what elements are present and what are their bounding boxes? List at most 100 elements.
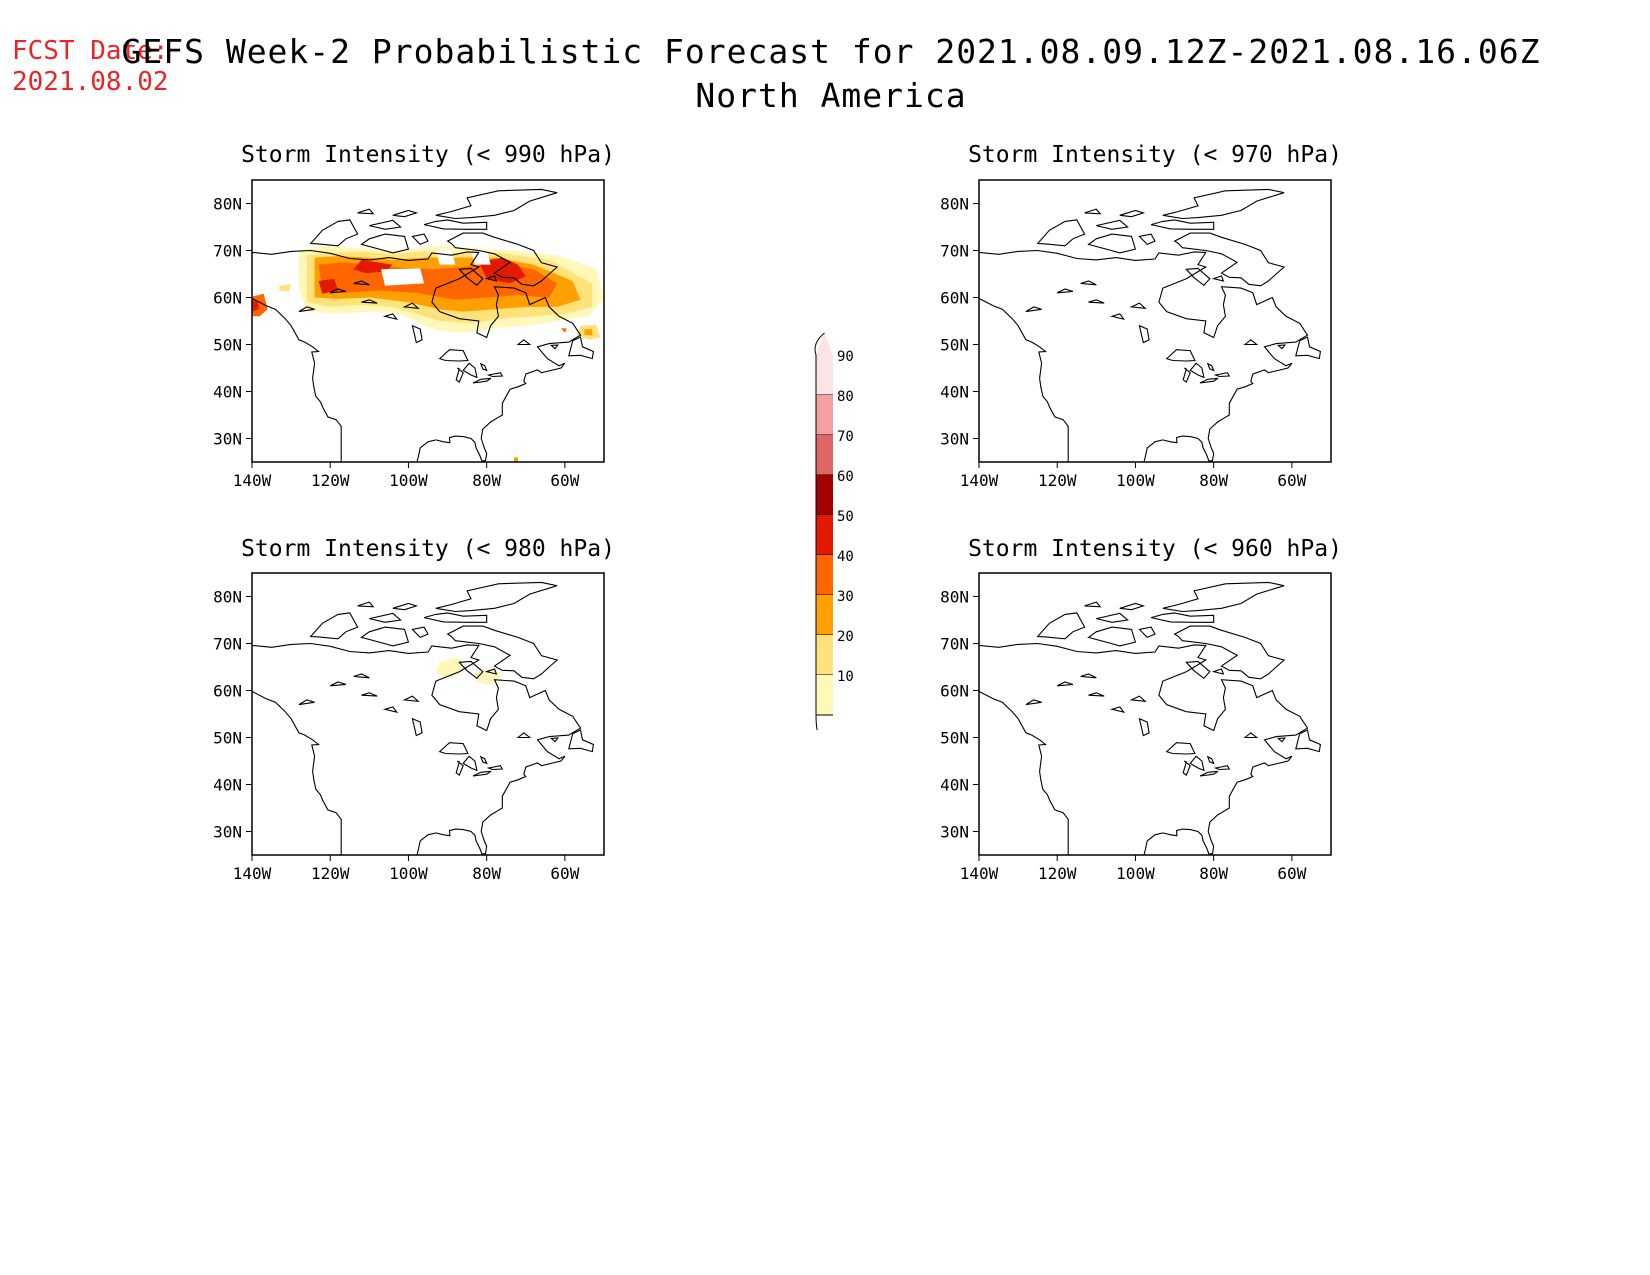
- island-outline: [309, 219, 359, 247]
- island-outline: [516, 339, 532, 346]
- map-panel-960: 80N 70N 60N 50N 40N 30N 140W 120W 100W 80W 60W: [940, 572, 1332, 883]
- island-outline: [1096, 612, 1129, 623]
- island-outline: [458, 660, 484, 680]
- island-outline: [382, 313, 399, 320]
- island-outline: [1213, 372, 1231, 378]
- lat-tick-label: 80N: [213, 588, 242, 607]
- island-outline: [479, 362, 488, 372]
- lon-tick-label: 140W: [233, 864, 272, 883]
- island-outline: [1206, 362, 1215, 372]
- island-outline: [549, 344, 559, 350]
- probability-area: [561, 328, 567, 333]
- island-outline: [1243, 732, 1259, 739]
- lon-tick-label: 140W: [233, 471, 272, 490]
- panel-title-990: Storm Intensity (< 990 hPa): [241, 142, 615, 168]
- colorbar-segment: [816, 595, 833, 635]
- island-outline: [382, 706, 399, 713]
- island-outline: [392, 209, 419, 218]
- island-outline: [1087, 233, 1137, 254]
- colorbar-legend: 90 80 70 60 50 40 30 20 10: [814, 332, 854, 730]
- lon-tick-label: 120W: [311, 471, 350, 490]
- lon-tick-label: 60W: [550, 864, 579, 883]
- island-outline: [361, 692, 378, 697]
- title-line-1: GEFS Week-2 Probabilistic Forecast for 2…: [121, 32, 1541, 71]
- map-panel-970: 80N 70N 60N 50N 40N 30N 140W 120W 100W 80W 60W: [940, 179, 1332, 490]
- lon-tick-label: 140W: [960, 864, 999, 883]
- island-outline: [568, 336, 595, 360]
- island-outline: [549, 737, 559, 743]
- island-outline: [1129, 302, 1147, 310]
- probability-area: [584, 329, 593, 336]
- lon-tick-label: 120W: [1038, 864, 1077, 883]
- island-outline: [392, 602, 419, 611]
- probability-gap: [381, 268, 425, 286]
- lat-tick-label: 80N: [940, 588, 969, 607]
- lon-tick-label: 100W: [389, 864, 428, 883]
- colorbar-label: 50: [837, 509, 854, 525]
- colorbar-label: 40: [837, 549, 854, 565]
- lat-tick-label: 50N: [213, 336, 242, 355]
- island-outline: [1138, 717, 1150, 737]
- island-outline: [1084, 601, 1102, 608]
- island-outline: [411, 717, 423, 737]
- probability-gap: [471, 249, 491, 265]
- lon-tick-label: 120W: [311, 864, 350, 883]
- lon-tick-label: 140W: [960, 471, 999, 490]
- colorbar-segment: [816, 355, 833, 395]
- island-outline: [455, 367, 464, 383]
- island-outline: [1165, 742, 1196, 755]
- probability-area: [435, 657, 464, 679]
- island-outline: [472, 770, 492, 777]
- lon-tick-label: 80W: [1199, 471, 1228, 490]
- panel-title-980: Storm Intensity (< 980 hPa): [241, 536, 615, 562]
- island-outline: [360, 626, 410, 647]
- colorbar-label: 30: [837, 589, 854, 605]
- island-outline: [369, 219, 402, 230]
- lon-tick-label: 80W: [472, 471, 501, 490]
- lat-tick-label: 40N: [940, 383, 969, 402]
- map-content: [979, 188, 1322, 462]
- lat-tick-label: 70N: [213, 635, 242, 654]
- lat-tick-label: 80N: [940, 195, 969, 214]
- island-outline: [1109, 313, 1126, 320]
- lat-tick-label: 30N: [213, 430, 242, 449]
- map-frame: [978, 572, 1332, 856]
- colorbar-segment: [816, 395, 833, 435]
- lat-tick-label: 30N: [940, 823, 969, 842]
- colorbar-segment: [816, 475, 833, 515]
- island-outline: [438, 349, 469, 362]
- map-panel-990: 80N 70N 60N 50N 40N 30N 140W 120W 100W 80W 60W: [213, 179, 605, 490]
- island-outline: [298, 306, 315, 313]
- island-outline: [1109, 706, 1126, 713]
- colorbar-segment: [816, 555, 833, 595]
- island-outline: [1119, 209, 1146, 218]
- title-line-2: North America: [695, 76, 967, 115]
- island-outline: [446, 232, 559, 287]
- island-outline: [486, 765, 504, 771]
- island-outline: [1243, 339, 1259, 346]
- island-outline: [462, 755, 478, 772]
- probability-area: [252, 299, 259, 312]
- lat-tick-label: 70N: [213, 242, 242, 261]
- island-outline: [1088, 692, 1105, 697]
- probability-area: [252, 293, 268, 317]
- coastline-east: [979, 642, 1309, 855]
- colorbar-label: 80: [837, 389, 854, 405]
- island-outline: [435, 188, 558, 220]
- lat-tick-label: 50N: [940, 729, 969, 748]
- island-outline: [1025, 306, 1042, 313]
- lat-tick-label: 60N: [940, 289, 969, 308]
- island-outline: [1150, 612, 1215, 623]
- island-outline: [1088, 299, 1105, 304]
- colorbar-label: 90: [837, 349, 854, 365]
- map-content: [979, 581, 1322, 855]
- island-outline: [1276, 344, 1286, 350]
- coastline-west: [252, 690, 342, 855]
- island-outline: [402, 302, 420, 310]
- colorbar-label: 20: [837, 629, 854, 645]
- panel-title-970: Storm Intensity (< 970 hPa): [968, 142, 1342, 168]
- coastline-east: [252, 642, 582, 855]
- coastline-east: [252, 249, 582, 462]
- lat-tick-label: 70N: [940, 635, 969, 654]
- island-outline: [1206, 755, 1215, 765]
